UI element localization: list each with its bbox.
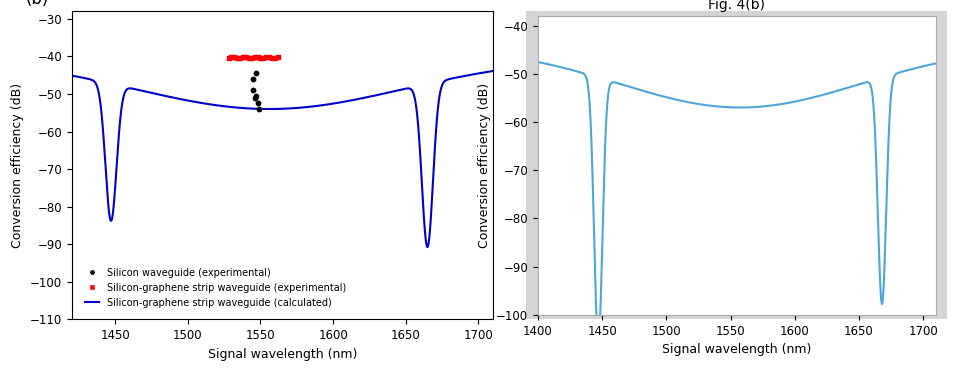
Text: (b): (b) <box>26 0 49 8</box>
Point <box>221 55 236 61</box>
Y-axis label: Conversion efficiency (dB): Conversion efficiency (dB) <box>11 83 24 248</box>
Point <box>252 106 267 112</box>
Title: Fig. 4(b): Fig. 4(b) <box>708 0 766 12</box>
Point <box>250 101 265 107</box>
Point <box>247 95 262 101</box>
Point <box>250 54 265 60</box>
Point <box>241 54 256 60</box>
Legend: Silicon waveguide (experimental), Silicon-graphene strip waveguide (experimental: Silicon waveguide (experimental), Silico… <box>80 264 350 311</box>
Point <box>244 55 259 61</box>
Point <box>224 54 239 60</box>
Point <box>264 54 279 60</box>
Point <box>235 54 251 60</box>
Point <box>249 70 264 76</box>
Point <box>227 54 242 60</box>
Point <box>267 55 282 61</box>
Y-axis label: Conversion efficiency (dB): Conversion efficiency (dB) <box>478 83 491 248</box>
Point <box>238 54 254 60</box>
Point <box>249 93 264 99</box>
Point <box>258 54 274 60</box>
Point <box>261 54 277 60</box>
Point <box>256 55 271 61</box>
X-axis label: Signal wavelength (nm): Signal wavelength (nm) <box>208 348 357 361</box>
Point <box>246 87 261 93</box>
Point <box>233 55 248 61</box>
Point <box>230 54 245 60</box>
Point <box>247 54 262 60</box>
Point <box>270 54 285 60</box>
Point <box>253 54 268 60</box>
Point <box>246 76 261 82</box>
X-axis label: Signal wavelength (nm): Signal wavelength (nm) <box>662 343 812 356</box>
